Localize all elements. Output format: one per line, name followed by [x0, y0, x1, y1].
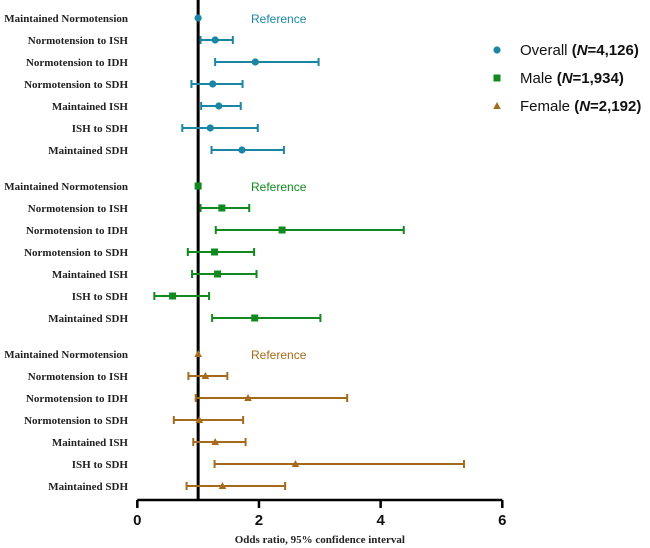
legend-marker: [493, 102, 501, 109]
x-axis-label: Odds ratio, 95% confidence interval: [235, 534, 405, 546]
odds-ratio-point: [211, 438, 219, 445]
odds-ratio-point: [169, 292, 177, 300]
legend-marker: [493, 46, 501, 54]
legend-entry-male: Male (N=1,934): [520, 70, 624, 87]
legend-entry-overall: Overall (N=4,126): [520, 42, 639, 59]
reference-point: [194, 182, 202, 190]
row-label: Maintained ISH: [52, 437, 129, 449]
odds-ratio-point: [211, 36, 219, 44]
legend-n-value: =1,934): [573, 70, 624, 87]
reference-point: [194, 14, 202, 22]
row-label: Maintained Normotension: [4, 349, 128, 361]
legend-name: Male: [520, 70, 557, 87]
odds-ratio-point: [215, 102, 223, 110]
odds-ratio-point: [206, 124, 214, 132]
row-label: Maintained SDH: [48, 145, 128, 157]
odds-ratio-point: [209, 80, 217, 88]
legend-name: Overall: [520, 42, 572, 59]
row-label: Normotension to IDH: [26, 225, 128, 237]
row-label: Normotension to ISH: [28, 203, 129, 215]
row-label: Normotension to SDH: [24, 79, 128, 91]
x-tick-label: 4: [376, 512, 385, 529]
odds-ratio-point: [244, 394, 252, 401]
x-tick-label: 6: [498, 512, 506, 529]
row-label: Normotension to IDH: [26, 393, 128, 405]
odds-ratio-point: [218, 204, 226, 212]
legend-entry-female: Female (N=2,192): [520, 98, 641, 115]
legend-marker: [493, 74, 501, 82]
row-label: Maintained Normotension: [4, 13, 128, 25]
legend-n-value: =4,126): [588, 42, 639, 59]
odds-ratio-point: [251, 58, 259, 66]
odds-ratio-point: [195, 416, 204, 423]
odds-ratio-point: [291, 460, 300, 467]
row-label: Normotension to SDH: [24, 415, 128, 427]
legend-n-prefix: N: [579, 98, 591, 115]
reference-label: Reference: [251, 180, 307, 194]
row-label: Normotension to IDH: [26, 57, 128, 69]
row-label: Maintained SDH: [48, 481, 128, 493]
legend-n-value: =2,192): [590, 98, 641, 115]
odds-ratio-point: [201, 372, 210, 379]
row-label: ISH to SDH: [72, 291, 129, 303]
row-label: Maintained SDH: [48, 313, 128, 325]
reference-point: [194, 350, 202, 357]
odds-ratio-point: [251, 314, 259, 322]
row-label: Normotension to SDH: [24, 247, 128, 259]
row-label: Maintained Normotension: [4, 181, 128, 193]
row-label: ISH to SDH: [72, 123, 129, 135]
row-label: Normotension to ISH: [28, 35, 129, 47]
odds-ratio-point: [211, 248, 219, 256]
reference-label: Reference: [251, 348, 307, 362]
x-tick-label: 2: [255, 512, 263, 529]
reference-label: Reference: [251, 12, 307, 26]
row-label: Normotension to ISH: [28, 371, 129, 383]
row-label: Maintained ISH: [52, 269, 129, 281]
row-label: Maintained ISH: [52, 101, 129, 113]
legend-n-prefix: N: [577, 42, 589, 59]
legend-n-prefix: N: [562, 70, 574, 87]
odds-ratio-point: [218, 482, 227, 489]
legend-name: Female: [520, 98, 574, 115]
odds-ratio-point: [214, 270, 222, 278]
row-label: ISH to SDH: [72, 459, 129, 471]
x-tick-label: 0: [133, 512, 141, 529]
odds-ratio-point: [278, 226, 286, 234]
odds-ratio-point: [238, 146, 246, 154]
